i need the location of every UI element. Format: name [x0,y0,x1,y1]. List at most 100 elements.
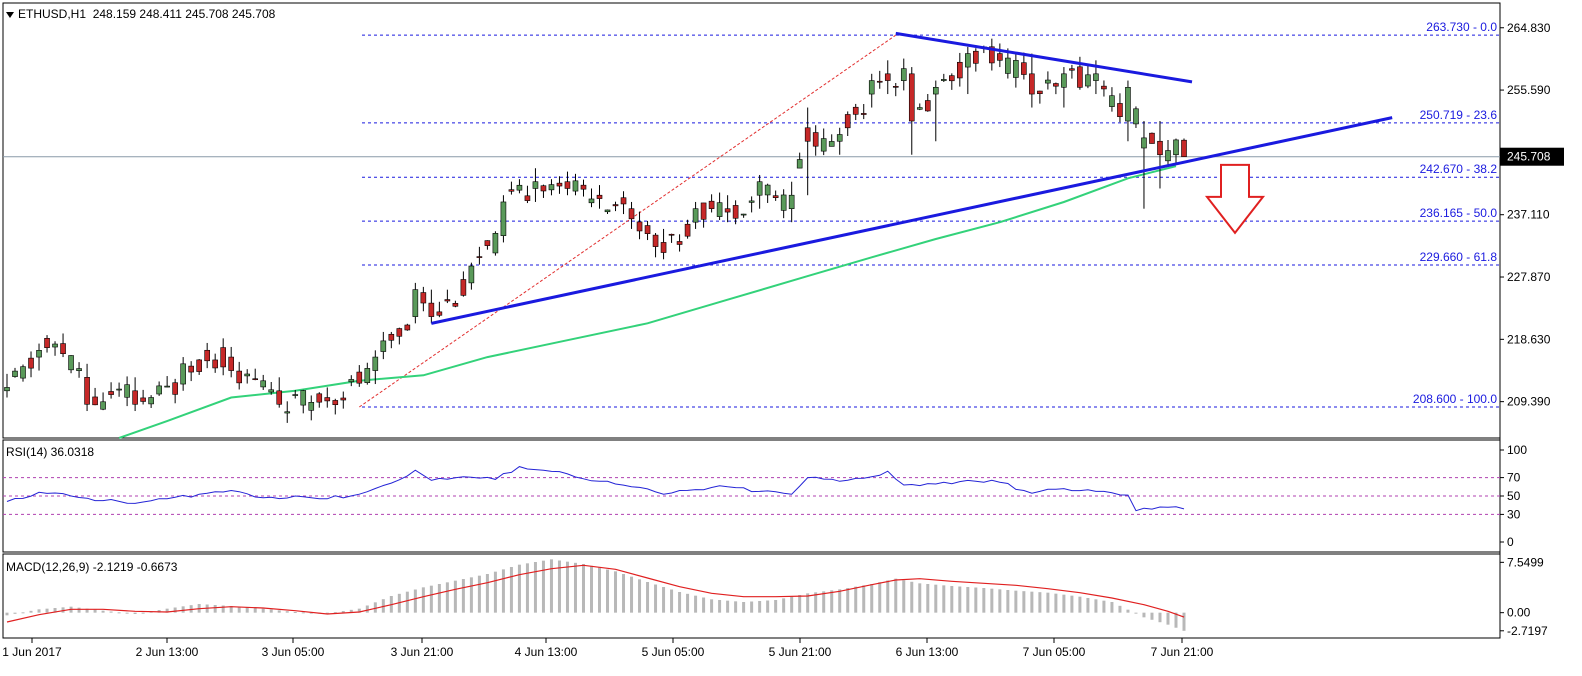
macd-histogram-bar [894,578,898,613]
macd-histogram-bar [678,592,682,613]
macd-histogram-bar [53,608,57,613]
macd-histogram-bar [101,610,105,613]
bearish-candle [876,80,883,83]
macd-histogram-bar [694,595,698,613]
macd-histogram-bar [1110,602,1114,613]
bullish-candle [20,366,26,379]
bearish-candle [884,73,891,81]
rsi-line [6,466,1185,512]
macd-histogram-bar [189,605,193,613]
bearish-candle [508,189,515,192]
bearish-candle [844,114,851,129]
macd-histogram-bar [606,569,610,613]
bullish-candle [1165,150,1171,162]
bearish-candle [644,225,651,234]
macd-histogram-bar [365,605,369,613]
bearish-candle [540,185,547,192]
bullish-candle [900,68,907,81]
macd-histogram-bar [325,612,329,614]
bearish-candle [228,356,234,371]
macd-histogram-bar [1054,593,1058,613]
macd-histogram-bar [237,606,241,613]
bullish-candle [780,194,787,211]
macd-histogram-bar [341,611,345,613]
macd-histogram-bar [253,608,257,613]
bullish-candle [1141,137,1147,149]
bullish-candle [148,397,154,405]
macd-histogram-bar [477,575,481,613]
bearish-candle [1157,140,1163,156]
bearish-candle [1021,62,1027,75]
time-tick-label: 5 Jun 05:00 [642,645,705,659]
macd-histogram-bar [77,607,81,613]
macd-histogram-bar [357,608,361,613]
bearish-candle [636,221,643,232]
time-tick-label: 2 Jun 13:00 [136,645,199,659]
fib-level-label: 242.670 - 38.2 [1420,162,1498,176]
bearish-candle [428,302,435,317]
macd-histogram-bar [1150,612,1154,620]
macd-histogram-bar [774,600,778,613]
macd-histogram-bar [1038,592,1042,613]
macd-histogram-bar [213,605,217,613]
macd-histogram-bar [830,590,834,613]
macd-histogram-bar [453,580,457,613]
macd-histogram-bar [814,592,818,613]
bearish-candle [524,195,531,201]
bullish-candle [1133,108,1139,125]
bearish-candle [396,328,403,337]
bearish-candle [772,195,779,199]
time-tick-label: 1 Jun 2017 [2,645,62,659]
macd-histogram-bar [21,612,25,614]
time-tick-label: 5 Jun 21:00 [769,645,832,659]
macd-histogram-bar [742,602,746,613]
bearish-candle [1181,139,1187,158]
bullish-candle [116,388,122,391]
dropdown-triangle-icon[interactable] [6,11,14,18]
bullish-candle [756,181,763,196]
bullish-candle [764,184,771,196]
macd-histogram-bar [181,606,185,613]
bullish-candle [748,200,755,203]
macd-histogram-bar [45,608,49,613]
bullish-candle [372,356,379,371]
bullish-candle [468,265,475,284]
rsi-tick-label: 50 [1507,489,1521,503]
macd-histogram-bar [910,581,914,613]
bearish-candle [700,202,707,220]
current-price-box [1500,147,1564,166]
bullish-candle [796,159,803,169]
bullish-candle [164,385,170,388]
macd-histogram-bar [445,582,449,613]
macd-histogram-bar [429,585,433,613]
macd-histogram-bar [1102,600,1106,613]
macd-histogram-bar [878,582,882,613]
macd-histogram-bar [702,597,706,613]
bearish-candle [84,377,90,405]
price-tick-label: 264.830 [1507,21,1551,35]
macd-histogram-bar [589,565,593,613]
bullish-candle [1085,74,1091,87]
macd-histogram-bar [421,587,425,613]
macd-histogram-bar [798,595,802,613]
bullish-candle [692,208,699,223]
bullish-candle [348,379,355,383]
macd-histogram-bar [469,577,473,613]
bullish-candle [1173,139,1179,156]
macd-signal-line [6,564,1185,623]
macd-histogram-bar [886,580,890,613]
macd-histogram-bar [109,611,113,613]
bearish-candle [324,397,331,402]
bearish-candle [580,184,587,190]
macd-histogram-bar [525,563,529,613]
time-tick-label: 7 Jun 05:00 [1023,645,1086,659]
bearish-candle [732,205,739,219]
macd-histogram-bar [1022,591,1026,613]
symbol-label: ETHUSD,H1 [18,7,87,21]
bearish-candle [924,100,931,112]
macd-histogram-bar [710,599,714,613]
bearish-candle [356,371,363,384]
macd-histogram-bar [125,612,129,614]
macd-histogram-bar [333,612,337,614]
rsi-tick-label: 0 [1507,535,1514,549]
